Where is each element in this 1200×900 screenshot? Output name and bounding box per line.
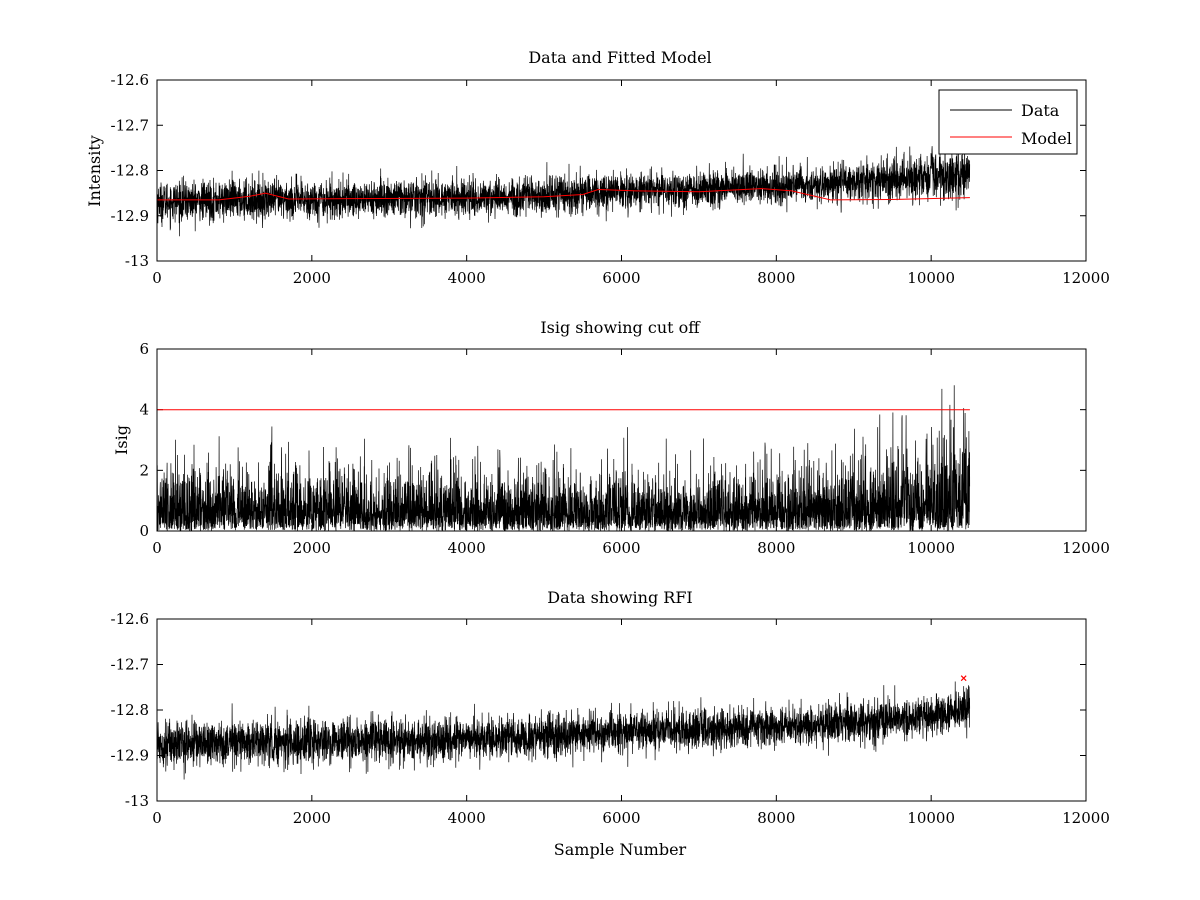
y-tick-label: -12.8 — [111, 701, 149, 719]
rfi-marker — [960, 675, 967, 682]
panel-data-showing-rfi: 0 2000 4000 6000 8000 10000 12000 -13 -12.9 -12.… — [111, 588, 1110, 859]
x-tick-label: 4000 — [448, 539, 486, 557]
y-tick-label: 6 — [139, 340, 149, 358]
x-tick-label: 8000 — [757, 269, 795, 287]
y-tick-label: 0 — [139, 522, 149, 540]
panel-data-and-fitted-model: 0 2000 4000 6000 8000 10000 12000 -13 -12.9 -12.… — [85, 48, 1110, 287]
axes-frame-overlay — [156, 618, 1087, 802]
x-tick-label: 2000 — [293, 269, 331, 287]
y-tick-label: -12.6 — [111, 610, 149, 628]
series-line-signal — [157, 385, 971, 531]
axes-frame-overlay — [156, 79, 1087, 262]
plot-area — [157, 385, 971, 531]
x-tick-label: 6000 — [602, 809, 640, 827]
y-tick-label: -13 — [125, 252, 149, 270]
x-tick-label: 2000 — [293, 809, 331, 827]
axes-frame — [156, 618, 1087, 802]
legend-label-model: Model — [1021, 129, 1072, 148]
y-tick-label: -12.7 — [111, 656, 149, 674]
x-tick-label: 6000 — [602, 269, 640, 287]
y-tick-label: 4 — [139, 401, 149, 419]
plot-area — [157, 142, 971, 237]
x-tick-label: 4000 — [448, 269, 486, 287]
y-tick-label: -12.6 — [111, 71, 149, 89]
chart-title: Data and Fitted Model — [528, 48, 711, 67]
x-tick-label: 0 — [152, 809, 162, 827]
x-tick-label: 12000 — [1062, 809, 1110, 827]
axes-frame-overlay — [156, 348, 1087, 532]
panel-isig-showing-cut-off: 0 2000 4000 6000 8000 10000 12000 0 2 4 6 Isig sh… — [112, 318, 1110, 557]
x-tick-label: 8000 — [757, 809, 795, 827]
x-tick-label: 2000 — [293, 539, 331, 557]
axes-frame — [156, 79, 1087, 262]
x-tick-label: 12000 — [1062, 269, 1110, 287]
legend-box — [938, 89, 1078, 155]
plot-area — [157, 675, 971, 780]
x-tick-label: 6000 — [602, 539, 640, 557]
chart-title: Data showing RFI — [547, 588, 692, 607]
x-tick-label: 8000 — [757, 539, 795, 557]
y-tick-label: -12.9 — [111, 207, 149, 225]
y-tick-label: -13 — [125, 792, 149, 810]
y-axis-label: Intensity — [85, 135, 104, 207]
chart-title: Isig showing cut off — [540, 318, 701, 337]
legend-label-data: Data — [1021, 101, 1060, 120]
x-tick-label: 10000 — [907, 809, 955, 827]
y-tick-label: -12.9 — [111, 747, 149, 765]
x-axis-label: Sample Number — [554, 840, 687, 859]
x-tick-label: 4000 — [448, 809, 486, 827]
legend: Data Model — [938, 89, 1078, 155]
y-tick-label: 2 — [139, 461, 149, 479]
y-tick-label: -12.8 — [111, 162, 149, 180]
y-tick-label: -12.7 — [111, 116, 149, 134]
x-tick-label: 0 — [152, 269, 162, 287]
y-axis-label: Isig — [112, 425, 131, 455]
x-tick-label: 10000 — [907, 539, 955, 557]
series-line-signal — [157, 142, 971, 237]
x-axis: 0 2000 4000 6000 8000 10000 12000 — [152, 349, 1110, 557]
x-tick-label: 12000 — [1062, 539, 1110, 557]
series-line-signal — [157, 681, 971, 780]
x-axis: 0 2000 4000 6000 8000 10000 12000 — [152, 80, 1110, 287]
x-tick-label: 0 — [152, 539, 162, 557]
y-axis: -13 -12.9 -12.8 -12.7 -12.6 — [111, 71, 1086, 270]
series-line-model — [157, 188, 970, 201]
x-tick-label: 10000 — [907, 269, 955, 287]
